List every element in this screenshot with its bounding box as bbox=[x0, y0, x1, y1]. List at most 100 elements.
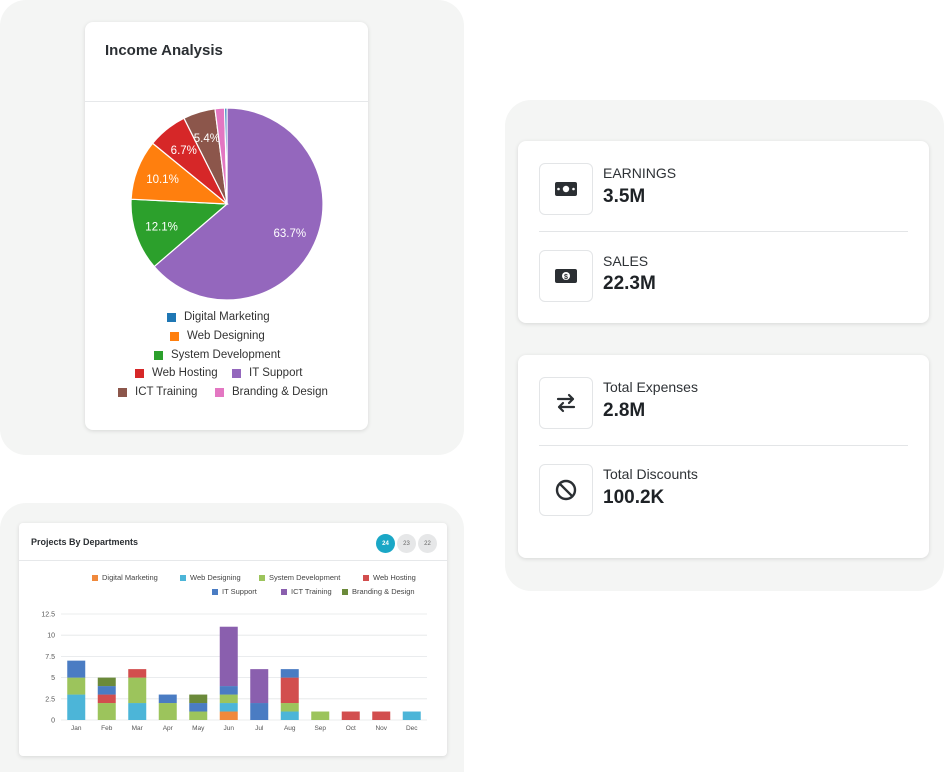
bar-jul-ict-training[interactable] bbox=[250, 669, 269, 704]
bar-may-branding-and-design[interactable] bbox=[189, 694, 208, 704]
projects-bar-chart: 12.5 10 7.5 5 2.5 0 Jan Feb Mar Apr May Jun Jul Aug Se… bbox=[41, 612, 427, 732]
bar-jun-it-support[interactable] bbox=[219, 686, 238, 695]
y-tick-label: 12.5 bbox=[41, 612, 55, 619]
discounts-label: Total Discounts bbox=[603, 466, 698, 482]
legend-item-system-development[interactable]: System Development bbox=[259, 573, 340, 582]
bar-feb-branding-and-design[interactable] bbox=[97, 677, 116, 687]
bar-jun-web-designing[interactable] bbox=[219, 703, 238, 712]
bar-jan-web-designing[interactable] bbox=[67, 694, 86, 720]
legend-swatch bbox=[167, 312, 176, 322]
legend-item-branding-and-design[interactable]: Branding & Design bbox=[215, 386, 328, 398]
bar-dec-web-designing[interactable] bbox=[402, 711, 421, 720]
x-tick-label: Apr bbox=[163, 725, 174, 732]
legend-swatch bbox=[281, 588, 287, 595]
legend-swatch bbox=[135, 368, 144, 378]
bar-apr-system-development[interactable] bbox=[158, 703, 177, 720]
legend-label: Web Designing bbox=[187, 330, 265, 342]
legend-swatch bbox=[180, 574, 186, 581]
x-tick-label: Sep bbox=[314, 725, 326, 732]
banknote-icon bbox=[539, 163, 593, 215]
bar-feb-web-hosting[interactable] bbox=[97, 694, 116, 704]
pie-label-ict-training: 5.4% bbox=[194, 133, 220, 145]
bar-jan-system-development[interactable] bbox=[67, 677, 86, 695]
bar-mar-web-hosting[interactable] bbox=[128, 669, 147, 678]
legend-label: IT Support bbox=[249, 367, 303, 379]
legend-item-web-designing[interactable]: Web Designing bbox=[180, 573, 241, 582]
pie-slice-it-support[interactable] bbox=[153, 107, 324, 301]
bar-aug-system-development[interactable] bbox=[280, 703, 299, 712]
legend-label: System Development bbox=[269, 573, 341, 582]
bar-may-it-support[interactable] bbox=[189, 703, 208, 712]
projects-card: Projects By Departments 24 23 22 Digital… bbox=[19, 523, 447, 756]
bar-jan-it-support[interactable] bbox=[67, 660, 86, 678]
sales-label: SALES bbox=[603, 253, 649, 269]
bar-jun-system-development[interactable] bbox=[219, 694, 238, 704]
legend-item-web-hosting[interactable]: Web Hosting bbox=[363, 573, 416, 582]
x-tick-label: Dec bbox=[406, 725, 418, 732]
year-pill-24[interactable]: 24 bbox=[376, 534, 395, 553]
expenses-label: Total Expenses bbox=[603, 379, 698, 395]
pie-label-web-designing: 10.1% bbox=[146, 174, 179, 186]
x-tick-label: May bbox=[192, 725, 205, 732]
y-tick-label: 2.5 bbox=[45, 696, 55, 703]
bar-aug-web-designing[interactable] bbox=[280, 711, 299, 720]
bar-nov-web-hosting[interactable] bbox=[372, 711, 391, 720]
legend-swatch bbox=[92, 574, 98, 581]
bar-mar-system-development[interactable] bbox=[128, 677, 147, 704]
income-pie-chart: 63.7% 12.1% 10.1% 6.7%5.4% bbox=[130, 107, 324, 301]
bar-aug-it-support[interactable] bbox=[280, 669, 299, 678]
earnings-label: EARNINGS bbox=[603, 165, 677, 181]
pie-label-it-support: 63.7% bbox=[274, 228, 307, 240]
bar-jul-it-support[interactable] bbox=[250, 703, 269, 720]
legend-item-it-support[interactable]: IT Support bbox=[232, 367, 303, 379]
legend-swatch bbox=[118, 387, 127, 397]
legend-swatch bbox=[232, 368, 241, 378]
legend-label: System Development bbox=[171, 349, 281, 361]
expenses-discounts-card: Total Expenses 2.8M Total Discounts 100.… bbox=[518, 355, 929, 558]
bar-mar-web-designing[interactable] bbox=[128, 703, 147, 720]
legend-item-it-support[interactable]: IT Support bbox=[212, 587, 257, 596]
bar-apr-it-support[interactable] bbox=[158, 694, 177, 704]
legend-label: Web Designing bbox=[190, 573, 241, 582]
legend-swatch bbox=[154, 350, 163, 360]
legend-label: IT Support bbox=[222, 587, 257, 596]
pie-slice-system-development[interactable] bbox=[130, 198, 229, 268]
y-tick-label: 5 bbox=[51, 675, 55, 682]
x-tick-label: Aug bbox=[284, 725, 296, 732]
legend-item-web-designing[interactable]: Web Designing bbox=[170, 330, 265, 342]
bar-aug-web-hosting[interactable] bbox=[280, 677, 299, 704]
y-tick-label: 0 bbox=[51, 718, 55, 725]
bar-feb-it-support[interactable] bbox=[97, 686, 116, 695]
legend-item-ict-training[interactable]: ICT Training bbox=[281, 587, 332, 596]
legend-item-branding-and-design[interactable]: Branding & Design bbox=[342, 587, 415, 596]
bar-oct-web-hosting[interactable] bbox=[341, 711, 360, 720]
x-tick-label: Feb bbox=[101, 725, 113, 732]
x-tick-label: Jun bbox=[224, 725, 235, 732]
bar-feb-system-development[interactable] bbox=[97, 703, 116, 720]
legend-item-web-hosting[interactable]: Web Hosting bbox=[135, 367, 218, 379]
earnings-value: 3.5M bbox=[603, 186, 646, 207]
legend-item-digital-marketing[interactable]: Digital Marketing bbox=[92, 573, 158, 582]
bar-sep-system-development[interactable] bbox=[311, 711, 330, 720]
legend-swatch bbox=[363, 574, 369, 581]
year-pill-23[interactable]: 23 bbox=[397, 534, 416, 553]
legend-item-digital-marketing[interactable]: Digital Marketing bbox=[167, 311, 270, 323]
bar-jun-ict-training[interactable] bbox=[219, 626, 238, 687]
legend-item-ict-training[interactable]: ICT Training bbox=[118, 386, 197, 398]
pie-slice-digital-marketing[interactable] bbox=[223, 107, 228, 205]
legend-label: Digital Marketing bbox=[184, 311, 270, 323]
x-tick-label: Oct bbox=[346, 725, 356, 732]
legend-label: Web Hosting bbox=[373, 573, 416, 582]
x-tick-label: Jan bbox=[71, 725, 82, 732]
sales-value: 22.3M bbox=[603, 273, 656, 294]
year-pill-22[interactable]: 22 bbox=[418, 534, 437, 553]
legend-swatch bbox=[170, 331, 179, 341]
bar-jun-digital-marketing[interactable] bbox=[219, 711, 238, 720]
legend-item-system-development[interactable]: System Development bbox=[154, 349, 280, 361]
x-tick-label: Nov bbox=[375, 725, 387, 732]
legend-label: Digital Marketing bbox=[102, 573, 158, 582]
bar-may-system-development[interactable] bbox=[189, 711, 208, 720]
card-divider bbox=[19, 560, 447, 561]
x-tick-label: Mar bbox=[132, 725, 144, 732]
legend-label: Web Hosting bbox=[152, 367, 218, 379]
